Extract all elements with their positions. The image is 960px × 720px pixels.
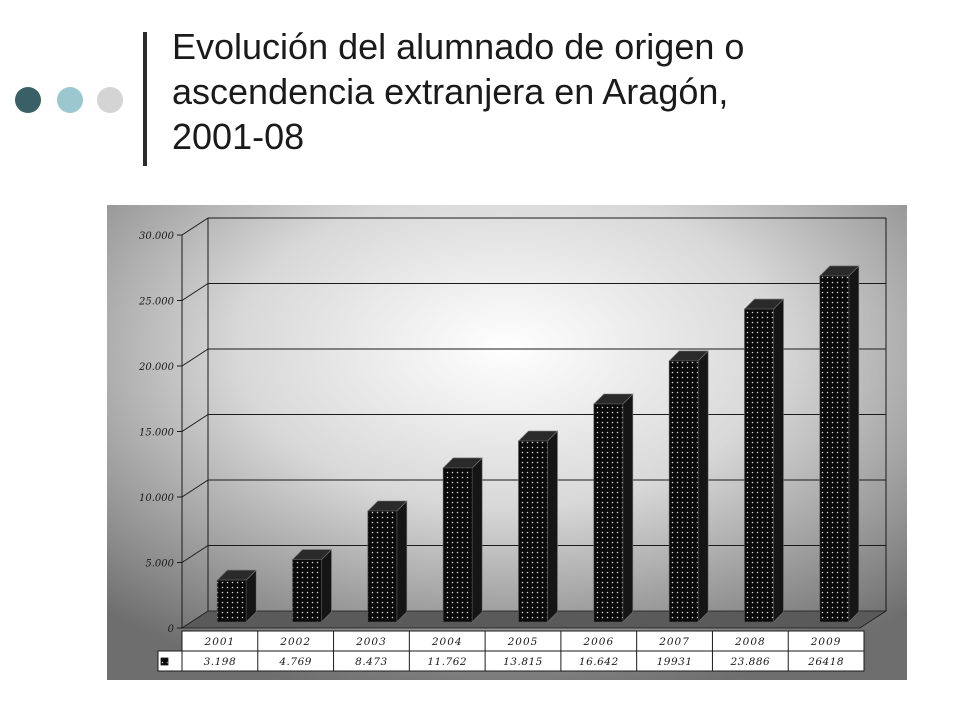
x-tick-label: 2008 [734,636,766,648]
data-label: 16.642 [579,656,619,668]
gridline-diagonal [181,283,209,301]
gridline-diagonal [181,545,209,563]
bar-side [697,350,709,623]
bar-side [622,393,634,623]
bar-2001 [216,579,247,623]
bar-side [471,457,483,623]
bullet-dot-gray [97,87,123,113]
x-tick-label: 2003 [355,636,387,648]
y-tick-label: 10.000 [139,493,175,504]
bar-2009 [819,275,850,623]
x-tick-label: 2005 [507,636,539,648]
data-label: 8.473 [355,656,388,668]
x-tick-label: 2001 [204,636,236,648]
y-tick-label: 30.000 [139,231,175,242]
bar-side [848,265,860,623]
bar-2004 [442,467,473,623]
data-label: 26418 [807,656,844,668]
data-label: 3.198 [204,656,237,668]
gridline-diagonal [181,479,209,498]
bar-side [547,430,558,623]
bar-2005 [518,440,548,623]
gridline-diagonal [181,348,209,367]
x-tick-label: 2004 [431,636,463,648]
y-tick-label: 25.000 [138,297,175,308]
slide-title: Evolución del alumnado de origen o ascen… [172,24,932,159]
bullet-dot-dark [15,87,41,113]
bar-side [396,500,408,623]
data-label: 11.762 [427,656,467,668]
bar-side [321,548,332,623]
bullet-dot-teal [57,87,83,113]
gridline-diagonal [181,217,209,236]
data-label: 19931 [657,656,693,668]
bar-2003 [367,510,398,623]
y-tick-label: 15.000 [139,428,175,439]
x-tick-label: 2009 [810,636,842,648]
title-line-1: Evolución del alumnado de origen o [172,26,745,67]
bar-2008 [744,308,774,623]
x-tick-label: 2007 [658,636,690,648]
bar-2002 [292,559,322,623]
y-tick-label: 20.000 [138,362,175,373]
legend-swatch [160,657,169,666]
legend-cell [157,650,183,672]
data-label: 23.886 [729,656,770,668]
data-label: 4.769 [278,656,312,668]
bar-2007 [668,360,699,623]
bar-2006 [593,403,624,623]
data-label: 13.815 [503,656,543,668]
title-line-3: 2001-08 [172,116,305,157]
y-tick-label: 5.000 [145,559,174,570]
title-divider [143,32,147,166]
title-line-2: ascendencia extranjera en Aragón, [172,71,729,112]
x-tick-label: 2006 [582,636,614,648]
x-tick-label: 2002 [279,636,311,648]
gridline-diagonal [181,414,209,432]
bar-side [773,298,784,623]
y-tick-label: 0 [168,624,175,635]
